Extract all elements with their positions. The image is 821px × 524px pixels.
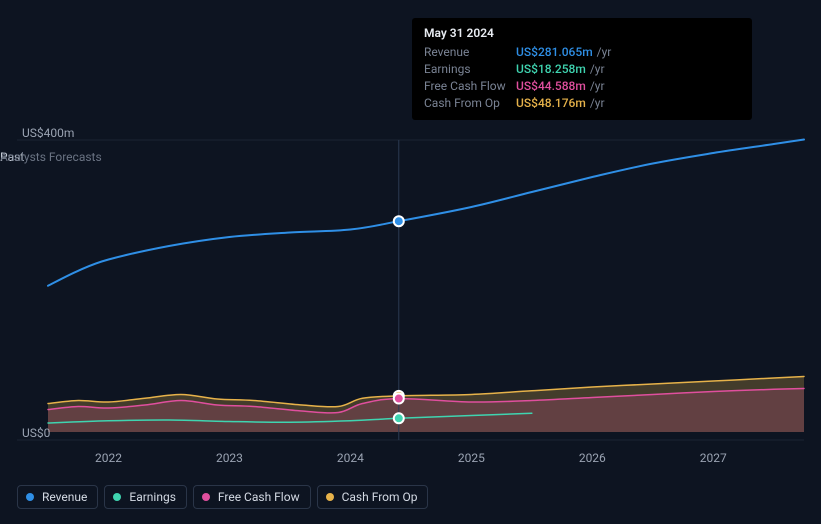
tooltip-row: Cash From OpUS$48.176m/yr xyxy=(424,95,740,112)
tooltip-row: EarningsUS$18.258m/yr xyxy=(424,61,740,78)
tooltip-row: RevenueUS$281.065m/yr xyxy=(424,44,740,61)
x-axis-tick: 2027 xyxy=(700,451,727,465)
forecast-region-label: Analysts Forecasts xyxy=(0,150,102,164)
x-axis-tick: 2023 xyxy=(216,451,243,465)
y-axis-top-label: US$400m xyxy=(22,126,74,140)
legend-item-label: Revenue xyxy=(42,490,87,504)
legend-item-revenue[interactable]: Revenue xyxy=(17,485,98,509)
tooltip-row: Free Cash FlowUS$44.588m/yr xyxy=(424,78,740,95)
legend-item-label: Cash From Op xyxy=(342,490,418,504)
tooltip-title: May 31 2024 xyxy=(424,26,740,40)
tooltip-row-label: Free Cash Flow xyxy=(424,78,516,95)
tooltip-row-unit: /yr xyxy=(597,44,612,61)
x-axis-tick: 2024 xyxy=(337,451,364,465)
tooltip-row-unit: /yr xyxy=(590,95,605,112)
legend-dot-icon xyxy=(26,493,34,501)
tooltip-row-unit: /yr xyxy=(590,78,605,95)
x-axis-tick: 2025 xyxy=(458,451,485,465)
tooltip-row-label: Revenue xyxy=(424,44,516,61)
x-axis-tick: 2026 xyxy=(579,451,606,465)
legend-item-label: Free Cash Flow xyxy=(218,490,300,504)
legend-item-earnings[interactable]: Earnings xyxy=(104,485,187,509)
tooltip-row-unit: /yr xyxy=(590,61,605,78)
tooltip-row-value: US$48.176m xyxy=(516,95,586,112)
tooltip-row-label: Earnings xyxy=(424,61,516,78)
legend-item-free_cash_flow[interactable]: Free Cash Flow xyxy=(193,485,311,509)
legend-item-cash_from_op[interactable]: Cash From Op xyxy=(317,485,429,509)
tooltip-row-value: US$18.258m xyxy=(516,61,586,78)
forecast-chart: US$400m US$0 Past Analysts Forecasts May… xyxy=(0,0,821,524)
legend-dot-icon xyxy=(113,493,121,501)
y-axis-bottom-label: US$0 xyxy=(22,426,50,440)
tooltip-row-value: US$281.065m xyxy=(516,44,593,61)
legend-dot-icon xyxy=(202,493,210,501)
x-axis-tick: 2022 xyxy=(95,451,122,465)
legend-dot-icon xyxy=(326,493,334,501)
hover-tooltip: May 31 2024 RevenueUS$281.065m/yrEarning… xyxy=(412,18,752,120)
tooltip-rows: RevenueUS$281.065m/yrEarningsUS$18.258m/… xyxy=(424,44,740,112)
legend-item-label: Earnings xyxy=(129,490,176,504)
chart-legend: Revenue Earnings Free Cash Flow Cash From O… xyxy=(17,485,428,509)
tooltip-row-value: US$44.588m xyxy=(516,78,586,95)
tooltip-row-label: Cash From Op xyxy=(424,95,516,112)
